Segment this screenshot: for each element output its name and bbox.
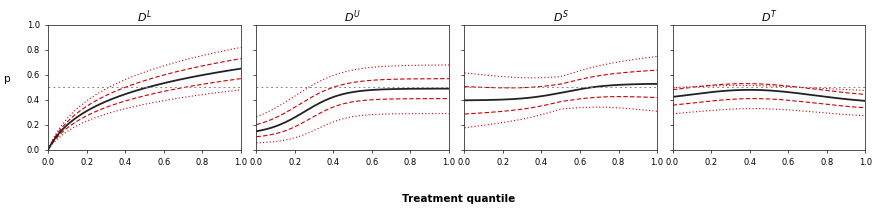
Text: p: p (3, 74, 10, 84)
Title: $D^S$: $D^S$ (552, 8, 569, 25)
Title: $D^U$: $D^U$ (344, 8, 361, 25)
Title: $D^L$: $D^L$ (137, 8, 152, 25)
Title: $D^T$: $D^T$ (760, 8, 777, 25)
Text: Treatment quantile: Treatment quantile (402, 194, 516, 204)
